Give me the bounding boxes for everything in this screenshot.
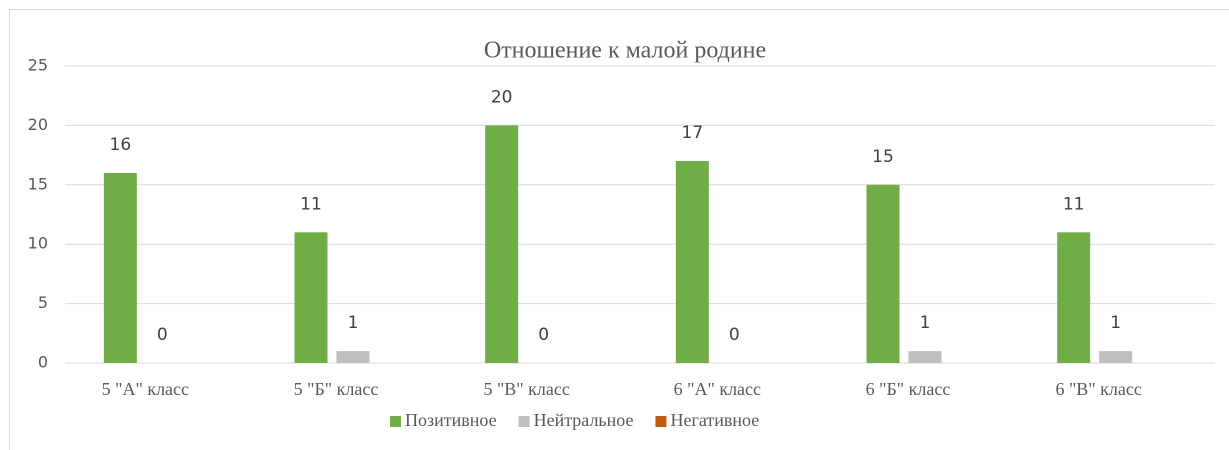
y-tick-label: 5 [38,293,48,312]
legend-swatch [390,416,401,427]
legend-label: Негативное [670,410,759,430]
legend-swatch [518,416,530,427]
data-label: 1 [920,313,931,333]
x-tick-label: 5 "А" класс [102,379,189,399]
bar [103,172,137,363]
x-tick-label: 6 "В" класс [1055,379,1141,399]
x-tick-label: 5 "В" класс [483,379,569,399]
y-tick-label: 20 [28,115,48,134]
bar [866,184,900,363]
data-label: 16 [110,135,132,155]
bar [294,232,328,363]
legend-label: Позитивное [405,410,497,430]
chart-frame [9,9,1229,450]
data-label: 0 [157,325,168,345]
data-label: 17 [682,123,704,143]
x-tick-label: 6 "А" класс [674,379,761,399]
y-tick-label: 15 [28,174,48,193]
data-label: 11 [300,194,322,214]
x-tick-label: 6 "Б" класс [866,379,951,399]
data-label: 1 [1110,313,1121,333]
data-label: 1 [348,313,359,333]
bar [908,351,942,363]
bar [1099,351,1133,363]
data-label: 20 [491,87,513,107]
data-label: 0 [538,325,549,345]
data-label: 0 [729,325,740,345]
x-tick-label: 5 "Б" класс [294,379,379,399]
data-label: 11 [1063,194,1085,214]
legend-swatch [655,416,667,427]
y-tick-label: 0 [38,353,48,372]
bar [485,125,519,364]
data-label: 15 [872,147,894,167]
bar [336,351,370,363]
bar [675,161,709,363]
chart-title: Отношение к малой родине [484,38,766,64]
bar [1057,232,1091,363]
legend-label: Нейтральное [534,410,634,430]
y-tick-label: 10 [28,234,48,253]
y-tick-label: 25 [28,56,48,75]
